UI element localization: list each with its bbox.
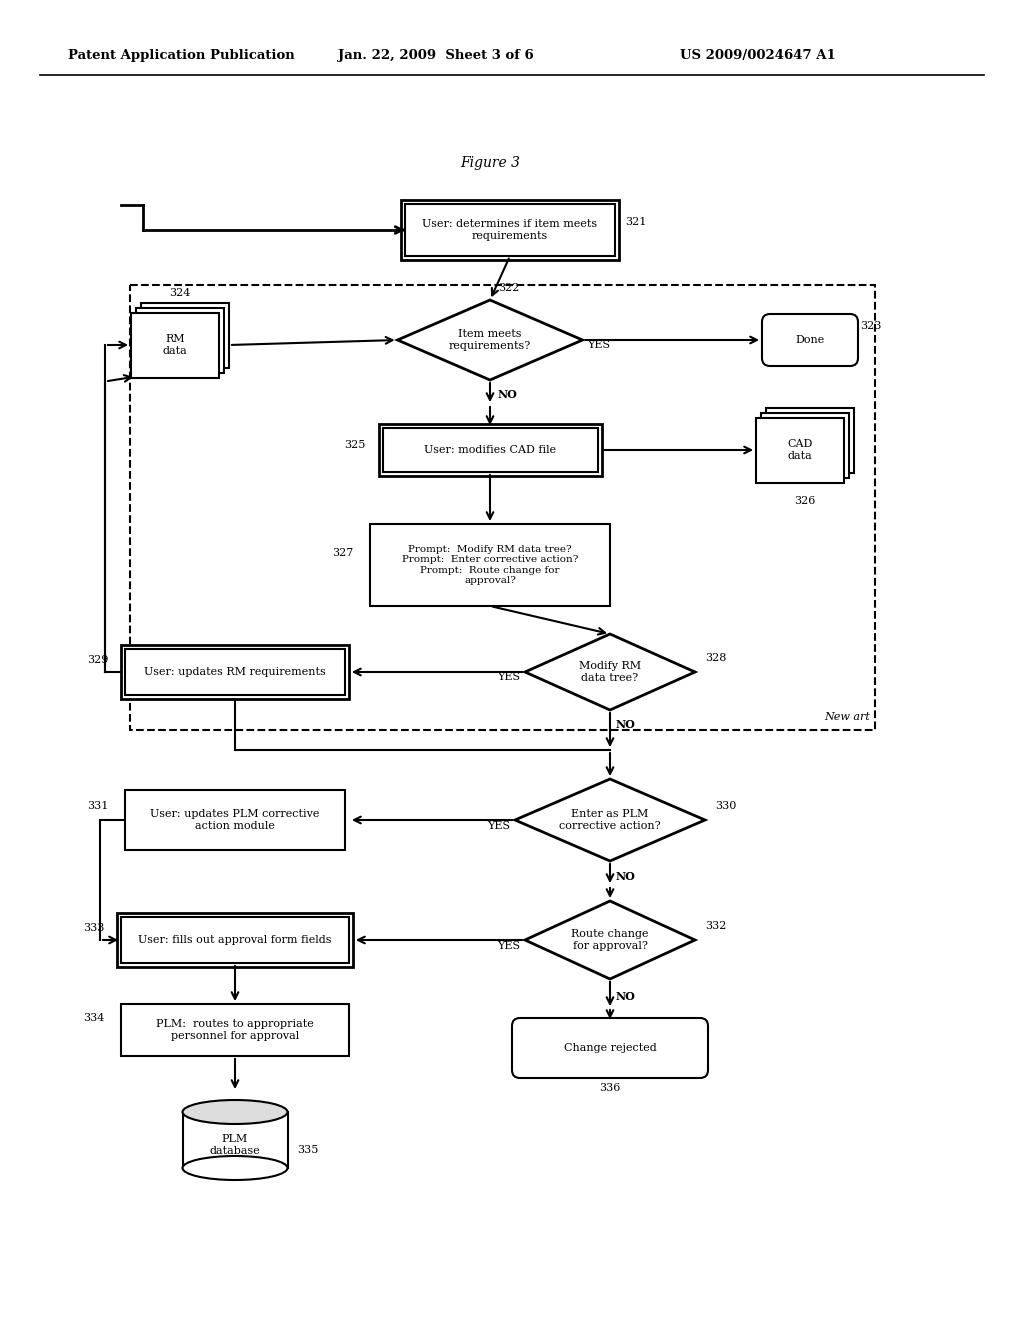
- Text: Jan. 22, 2009  Sheet 3 of 6: Jan. 22, 2009 Sheet 3 of 6: [338, 49, 534, 62]
- Bar: [406, 205, 615, 256]
- FancyBboxPatch shape: [762, 314, 858, 366]
- Polygon shape: [525, 902, 695, 979]
- Text: 328: 328: [705, 653, 726, 663]
- Text: 323: 323: [860, 321, 882, 331]
- Bar: [401, 201, 618, 260]
- Bar: [141, 302, 229, 367]
- Text: 333: 333: [83, 923, 104, 933]
- Text: Figure 3: Figure 3: [460, 156, 520, 170]
- Text: 321: 321: [625, 216, 646, 227]
- Text: Item meets
requirements?: Item meets requirements?: [449, 329, 531, 351]
- Text: 329: 329: [87, 655, 109, 665]
- Text: User: updates PLM corrective
action module: User: updates PLM corrective action modu…: [151, 809, 319, 830]
- Text: 334: 334: [83, 1012, 104, 1023]
- Text: YES: YES: [486, 821, 510, 832]
- Text: Modify RM
data tree?: Modify RM data tree?: [579, 661, 641, 682]
- Bar: [761, 412, 849, 478]
- Text: YES: YES: [497, 672, 520, 682]
- Text: Prompt:  Modify RM data tree?
Prompt:  Enter corrective action?
Prompt:  Route c: Prompt: Modify RM data tree? Prompt: Ent…: [401, 545, 579, 585]
- Text: RM
data: RM data: [163, 334, 187, 356]
- Text: User: updates RM requirements: User: updates RM requirements: [144, 667, 326, 677]
- Text: 327: 327: [332, 548, 353, 558]
- Text: YES: YES: [588, 341, 610, 350]
- Bar: [379, 424, 601, 477]
- Bar: [125, 789, 345, 850]
- Text: 335: 335: [298, 1144, 318, 1155]
- Text: NO: NO: [616, 991, 636, 1002]
- Bar: [383, 428, 597, 473]
- Text: Patent Application Publication: Patent Application Publication: [68, 49, 295, 62]
- Bar: [117, 913, 353, 968]
- Text: User: modifies CAD file: User: modifies CAD file: [424, 445, 556, 455]
- Bar: [121, 645, 349, 700]
- Bar: [766, 408, 854, 473]
- Text: NO: NO: [616, 719, 636, 730]
- Bar: [370, 524, 610, 606]
- Text: 326: 326: [795, 495, 816, 506]
- Text: Route change
for approval?: Route change for approval?: [571, 929, 649, 950]
- Polygon shape: [525, 634, 695, 710]
- Polygon shape: [397, 300, 583, 380]
- FancyBboxPatch shape: [512, 1018, 708, 1078]
- Text: Done: Done: [796, 335, 824, 345]
- Text: YES: YES: [497, 941, 520, 950]
- Bar: [125, 649, 345, 696]
- Ellipse shape: [182, 1156, 288, 1180]
- Text: PLM:  routes to appropriate
personnel for approval: PLM: routes to appropriate personnel for…: [156, 1019, 314, 1040]
- Bar: [131, 313, 219, 378]
- Bar: [121, 917, 349, 964]
- Text: User: determines if item meets
requirements: User: determines if item meets requireme…: [423, 219, 598, 240]
- Text: New art: New art: [824, 711, 870, 722]
- Text: 331: 331: [87, 801, 109, 810]
- Bar: [756, 417, 844, 483]
- Text: US 2009/0024647 A1: US 2009/0024647 A1: [680, 49, 836, 62]
- Bar: [136, 308, 224, 372]
- Text: CAD
data: CAD data: [787, 440, 813, 461]
- Text: 325: 325: [344, 440, 366, 450]
- Polygon shape: [515, 779, 705, 861]
- Text: 336: 336: [599, 1082, 621, 1093]
- Text: 332: 332: [705, 921, 726, 931]
- Bar: [182, 1111, 288, 1168]
- Text: Change rejected: Change rejected: [563, 1043, 656, 1053]
- Text: 324: 324: [169, 288, 190, 297]
- Text: NO: NO: [498, 389, 518, 400]
- Text: PLM
database: PLM database: [210, 1134, 260, 1156]
- Text: 322: 322: [498, 282, 519, 293]
- Ellipse shape: [182, 1100, 288, 1125]
- Text: User: fills out approval form fields: User: fills out approval form fields: [138, 935, 332, 945]
- Bar: [121, 1005, 349, 1056]
- Text: 330: 330: [715, 801, 736, 810]
- Bar: [130, 285, 874, 730]
- Text: Enter as PLM
corrective action?: Enter as PLM corrective action?: [559, 809, 660, 830]
- Text: NO: NO: [616, 870, 636, 882]
